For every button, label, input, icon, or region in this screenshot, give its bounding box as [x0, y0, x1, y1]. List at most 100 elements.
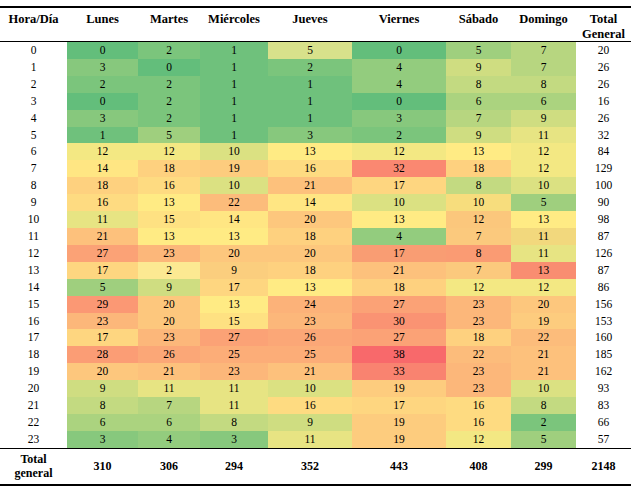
- col-total-domingo: 299: [511, 449, 576, 484]
- heatmap-cell: 13: [511, 262, 576, 279]
- heatmap-cell: 29: [67, 296, 138, 313]
- row-total: 87: [576, 228, 631, 245]
- heatmap-cell: 9: [67, 380, 138, 397]
- heatmap-cell: 23: [138, 245, 200, 262]
- heatmap-cell: 2: [352, 127, 446, 144]
- heatmap-cell: 20: [67, 363, 138, 380]
- col-total-lunes: 310: [67, 449, 138, 484]
- heatmap-cell: 7: [511, 42, 576, 59]
- heatmap-cell: 4: [352, 228, 446, 245]
- heatmap-cell: 13: [268, 279, 352, 296]
- heatmap-cell: 25: [268, 346, 352, 363]
- heatmap-cell: 18: [138, 160, 200, 177]
- heatmap-cell: 5: [446, 42, 511, 59]
- heatmap-cell: 11: [200, 397, 268, 414]
- heatmap-cell: 13: [200, 296, 268, 313]
- heatmap-cell: 0: [352, 42, 446, 59]
- col-header-domingo: Domingo: [511, 8, 576, 41]
- heatmap-cell: 7: [138, 397, 200, 414]
- heatmap-cell: 6: [138, 414, 200, 431]
- hour-label: 5: [0, 127, 67, 144]
- col-total-jueves: 352: [268, 449, 352, 484]
- heatmap-cell: 18: [268, 262, 352, 279]
- hour-label: 13: [0, 262, 67, 279]
- heatmap-cell: 11: [511, 245, 576, 262]
- hour-label: 17: [0, 329, 67, 346]
- hour-label: 2: [0, 76, 67, 93]
- heatmap-cell: 23: [200, 363, 268, 380]
- heatmap-cell: 21: [511, 346, 576, 363]
- heatmap-cell: 12: [511, 279, 576, 296]
- heatmap-cell: 2: [268, 59, 352, 76]
- heatmap-cell: 3: [200, 431, 268, 448]
- row-total: 26: [576, 59, 631, 76]
- heatmap-cell: 16: [268, 397, 352, 414]
- heatmap-cell: 9: [268, 414, 352, 431]
- heatmap-cell: 16: [446, 397, 511, 414]
- row-total: 20: [576, 42, 631, 59]
- heatmap-cell: 23: [446, 363, 511, 380]
- heatmap-cell: 17: [352, 177, 446, 194]
- heatmap-cell: 18: [67, 177, 138, 194]
- hour-label: 3: [0, 93, 67, 110]
- heatmap-cell: 13: [138, 194, 200, 211]
- heatmap-cell: 12: [511, 143, 576, 160]
- heatmap-cell: 9: [138, 279, 200, 296]
- row-total: 87: [576, 262, 631, 279]
- heatmap-cell: 26: [138, 346, 200, 363]
- col-header-hora-dia: Hora/Día: [0, 8, 67, 41]
- heatmap-cell: 1: [200, 76, 268, 93]
- heatmap-cell: 11: [268, 431, 352, 448]
- heatmap-cell: 1: [200, 110, 268, 127]
- heatmap-cell: 27: [352, 329, 446, 346]
- heatmap-cell: 23: [138, 329, 200, 346]
- heatmap-cell: 23: [446, 313, 511, 330]
- heatmap-cell: 21: [67, 228, 138, 245]
- hour-label: 14: [0, 279, 67, 296]
- heatmap-cell: 19: [352, 414, 446, 431]
- heatmap-cell: 5: [67, 279, 138, 296]
- heatmap-cell: 21: [268, 363, 352, 380]
- heatmap-cell: 11: [200, 380, 268, 397]
- heatmap-cell: 28: [67, 346, 138, 363]
- heatmap-cell: 4: [352, 59, 446, 76]
- col-header-total-line2: General: [576, 27, 631, 42]
- heatmap-cell: 21: [511, 363, 576, 380]
- heatmap-cell: 19: [352, 431, 446, 448]
- heatmap-cell: 5: [138, 127, 200, 144]
- heatmap-cell: 12: [511, 160, 576, 177]
- hour-label: 16: [0, 313, 67, 330]
- heatmap-cell: 16: [67, 194, 138, 211]
- heatmap-cell: 1: [200, 59, 268, 76]
- heatmap-cell: 5: [511, 194, 576, 211]
- heatmap-cell: 10: [446, 194, 511, 211]
- heatmap-cell: 6: [446, 93, 511, 110]
- heatmap-cell: 10: [200, 177, 268, 194]
- heatmap-cell: 3: [352, 110, 446, 127]
- hour-label: 1: [0, 59, 67, 76]
- heatmap-cell: 0: [138, 59, 200, 76]
- col-header-jueves: Jueves: [268, 8, 352, 41]
- heatmap-cell: 2: [138, 76, 200, 93]
- row-total: 126: [576, 245, 631, 262]
- heatmap-cell: 23: [446, 296, 511, 313]
- heatmap-cell: 18: [446, 329, 511, 346]
- heatmap-cell: 8: [67, 397, 138, 414]
- heatmap-cell: 27: [67, 245, 138, 262]
- heatmap-cell: 1: [268, 110, 352, 127]
- heatmap-cell: 14: [67, 160, 138, 177]
- heatmap-cell: 1: [200, 93, 268, 110]
- heatmap-cell: 10: [200, 143, 268, 160]
- heatmap-cell: 9: [446, 127, 511, 144]
- heatmap-cell: 12: [138, 143, 200, 160]
- heatmap-cell: 2: [138, 42, 200, 59]
- heatmap-cell: 13: [200, 228, 268, 245]
- heatmap-cell: 9: [511, 110, 576, 127]
- heatmap-cell: 26: [268, 329, 352, 346]
- heatmap-cell: 2: [138, 110, 200, 127]
- heatmap-cell: 16: [268, 160, 352, 177]
- hour-label: 20: [0, 380, 67, 397]
- heatmap-cell: 19: [352, 380, 446, 397]
- col-header-lunes: Lunes: [67, 8, 138, 41]
- col-header-total-general: Total General: [576, 8, 631, 41]
